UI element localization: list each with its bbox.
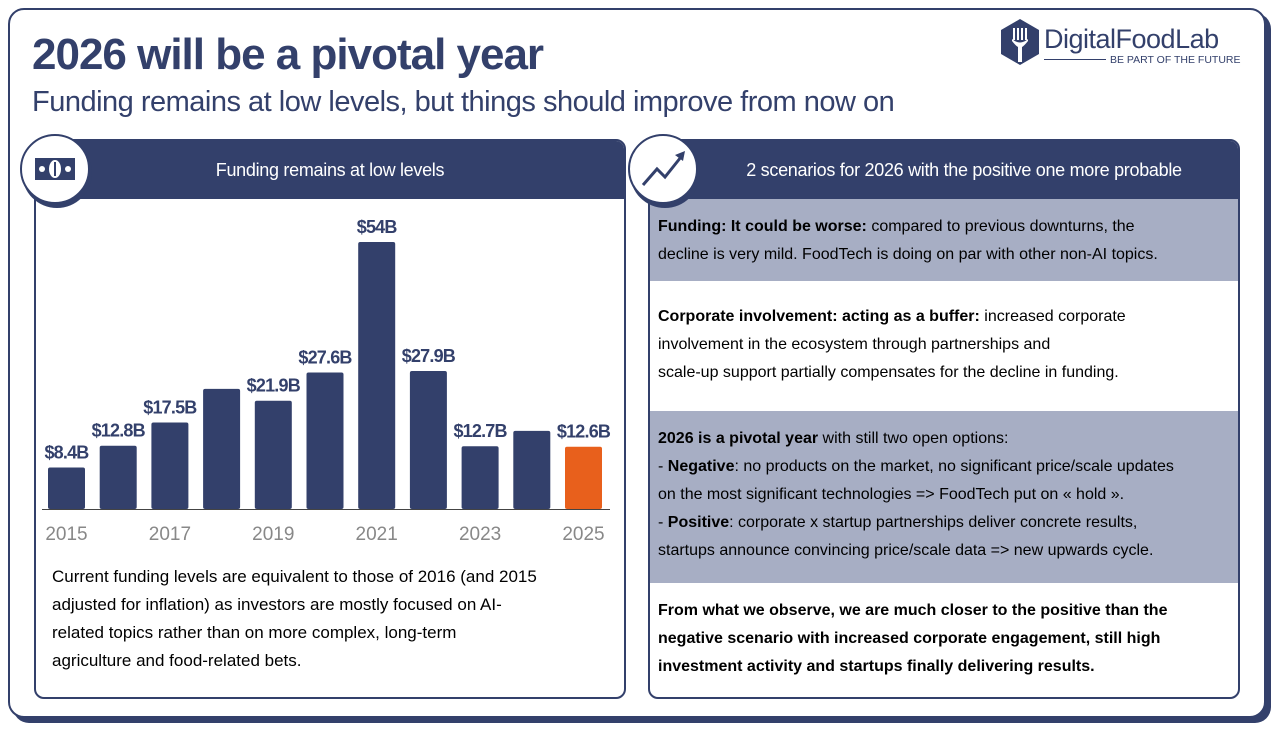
x-tick-label: 2019 bbox=[252, 524, 294, 545]
section-line: scale-up support partially compensates f… bbox=[658, 359, 1230, 387]
data-label: $54B bbox=[357, 217, 398, 237]
bar-2020 bbox=[306, 372, 344, 509]
scenarios-panel: 2 scenarios for 2026 with the positive o… bbox=[648, 139, 1240, 699]
funding-description: Current funding levels are equivalent to… bbox=[52, 563, 608, 675]
bold-text: Negative bbox=[667, 458, 735, 475]
section-line: decline is very mild. FoodTech is doing … bbox=[658, 241, 1230, 269]
fork-hexagon-icon bbox=[1001, 19, 1039, 65]
scenario-section: From what we observe, we are much closer… bbox=[650, 583, 1238, 697]
data-label: $12.6B bbox=[557, 422, 611, 442]
money-bill-icon bbox=[20, 134, 90, 204]
logo-divider bbox=[1044, 59, 1106, 60]
section-line: negative scenario with increased corpora… bbox=[658, 625, 1230, 653]
bar-2015 bbox=[48, 467, 85, 509]
x-tick-label: 2023 bbox=[459, 524, 501, 545]
text: compared to previous downturns, the bbox=[866, 218, 1135, 235]
bar-2018 bbox=[203, 388, 241, 509]
data-label: $21.9B bbox=[247, 376, 301, 396]
data-label: $12.7B bbox=[453, 421, 507, 441]
text: - bbox=[658, 458, 668, 475]
section-line: - Positive: corporate x startup partners… bbox=[658, 509, 1230, 537]
description-line: Current funding levels are equivalent to… bbox=[52, 567, 537, 586]
description-line: related topics rather than on more compl… bbox=[52, 623, 457, 642]
text: - bbox=[658, 514, 668, 531]
bar-2023 bbox=[461, 446, 499, 509]
scenario-section: Corporate involvement: acting as a buffe… bbox=[650, 281, 1238, 411]
bold-text: 2026 is a pivotal year bbox=[658, 430, 819, 447]
bar-2019 bbox=[254, 400, 292, 509]
scenarios-panel-title: 2 scenarios for 2026 with the positive o… bbox=[746, 159, 1182, 180]
section-line: on the most significant technologies => … bbox=[658, 481, 1230, 509]
section-line: involvement in the ecosystem through par… bbox=[658, 331, 1230, 359]
bold-text: Corporate involvement: acting as a buffe… bbox=[658, 308, 980, 325]
text: increased corporate bbox=[979, 308, 1126, 325]
bar-2025 bbox=[565, 446, 602, 509]
scenarios-panel-header: 2 scenarios for 2026 with the positive o… bbox=[650, 141, 1238, 199]
section-line: investment activity and startups finally… bbox=[658, 653, 1230, 681]
text: with still two open options: bbox=[818, 430, 1009, 447]
page-title: 2026 will be a pivotal year bbox=[32, 30, 544, 79]
data-label: $8.4B bbox=[44, 442, 89, 462]
bar-2021 bbox=[358, 242, 396, 509]
section-line: startups announce convincing price/scale… bbox=[658, 537, 1230, 565]
text: decline is very mild. FoodTech is doing … bbox=[658, 246, 1158, 263]
scenario-section: Funding: It could be worse: compared to … bbox=[650, 199, 1238, 281]
data-label: $27.9B bbox=[402, 346, 456, 366]
bold-text: Funding: It could be worse: bbox=[658, 218, 867, 235]
section-line: From what we observe, we are much closer… bbox=[658, 597, 1230, 625]
x-tick-label: 2015 bbox=[45, 524, 87, 545]
bar-2024 bbox=[513, 430, 551, 509]
logo-tagline: BE PART OF THE FUTURE bbox=[1110, 54, 1241, 66]
text: : no products on the market, no signific… bbox=[734, 458, 1174, 475]
section-line: - Negative: no products on the market, n… bbox=[658, 453, 1230, 481]
data-label: $27.6B bbox=[298, 348, 352, 368]
data-label: $17.5B bbox=[143, 397, 197, 417]
digitalfoodlab-logo: DigitalFoodLab BE PART OF THE FUTURE bbox=[1000, 18, 1250, 68]
trend-up-icon bbox=[628, 134, 698, 204]
x-tick-label: 2025 bbox=[562, 524, 604, 545]
funding-bar-chart: $8.4B 2015 $12.8B $17.5B 2017 $21.9B 2019 $27.6… bbox=[42, 217, 612, 545]
section-line: 2026 is a pivotal year with still two op… bbox=[658, 425, 1230, 453]
text: on the most significant technologies => … bbox=[658, 486, 1125, 503]
description-line: agriculture and food-related bets. bbox=[52, 651, 302, 670]
x-tick-label: 2021 bbox=[356, 524, 398, 545]
scenario-section: 2026 is a pivotal year with still two op… bbox=[650, 411, 1238, 583]
text: scale-up support partially compensates f… bbox=[658, 364, 1119, 381]
funding-panel-header: Funding remains at low levels bbox=[36, 141, 624, 199]
section-line: Funding: It could be worse: compared to … bbox=[658, 213, 1230, 241]
data-label: $12.8B bbox=[92, 421, 146, 441]
funding-panel-title: Funding remains at low levels bbox=[215, 159, 445, 180]
funding-panel: Funding remains at low levels $8.4B 2015 $… bbox=[34, 139, 626, 699]
text: : corporate x startup partnerships deliv… bbox=[729, 514, 1138, 531]
bar-2017 bbox=[151, 422, 189, 509]
text: startups announce convincing price/scale… bbox=[658, 542, 1154, 559]
text: involvement in the ecosystem through par… bbox=[658, 336, 1051, 353]
bold-text: From what we observe, we are much closer… bbox=[658, 602, 1168, 619]
description-line: adjusted for inflation) as investors are… bbox=[52, 595, 502, 614]
bold-text: negative scenario with increased corpora… bbox=[658, 630, 1161, 647]
bar-2022 bbox=[409, 371, 447, 509]
bar-2016 bbox=[99, 445, 137, 509]
bold-text: Positive bbox=[667, 514, 730, 531]
page-subtitle: Funding remains at low levels, but thing… bbox=[32, 86, 895, 118]
section-line: Corporate involvement: acting as a buffe… bbox=[658, 303, 1230, 331]
x-tick-label: 2017 bbox=[149, 524, 191, 545]
bold-text: investment activity and startups finally… bbox=[658, 658, 1095, 675]
logo-name: DigitalFoodLab bbox=[1044, 24, 1219, 54]
